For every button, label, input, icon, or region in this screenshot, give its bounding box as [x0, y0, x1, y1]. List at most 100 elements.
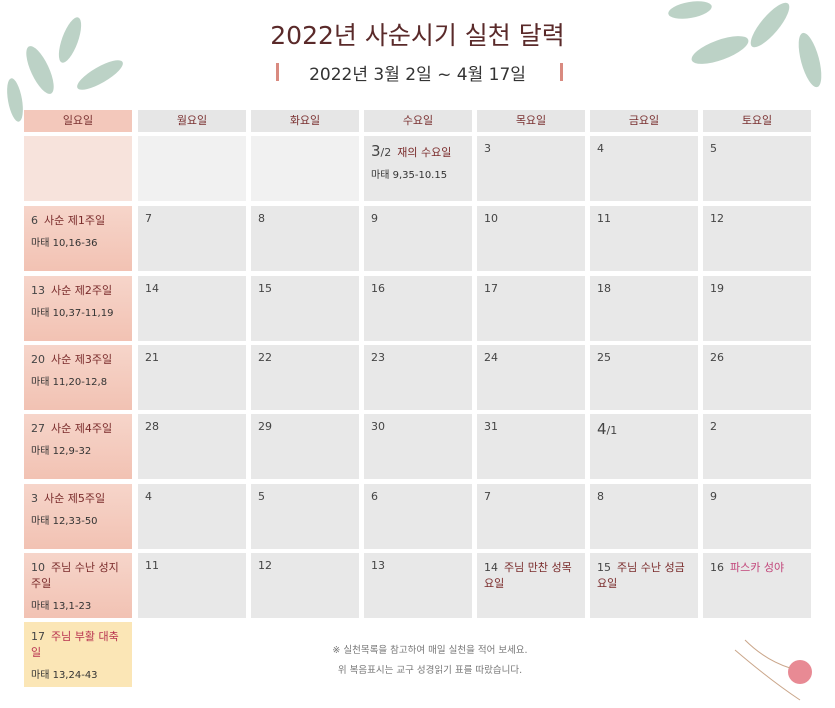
- day-cell: [24, 136, 132, 201]
- day-number: 4: [597, 142, 604, 155]
- day-note: 재의 수요일: [397, 146, 452, 159]
- day-number: 27: [31, 422, 45, 435]
- divider: [560, 63, 563, 81]
- reading: 마태 12,9-32: [31, 446, 92, 457]
- weekday: 일요일: [24, 110, 132, 132]
- day-cell: 7: [138, 206, 246, 271]
- day-note: 주님 부활 대축일: [31, 630, 119, 659]
- day-cell: 6: [364, 484, 472, 549]
- day-number: 12: [710, 212, 724, 225]
- day-note: 사순 제4주일: [51, 422, 113, 435]
- day-note: 주님 수난 성지 주일: [31, 561, 119, 590]
- day-number: 9: [371, 212, 378, 225]
- weekday: 월요일: [138, 110, 246, 132]
- day-number: 19: [710, 282, 724, 295]
- reading: 마태 12,33-50: [31, 516, 98, 527]
- day-cell: 17 주님 부활 대축일 마태 13,24-43: [24, 622, 132, 687]
- weekday: 수요일: [364, 110, 472, 132]
- day-number: 4: [145, 490, 152, 503]
- day-number: 11: [145, 559, 159, 572]
- day-number: 6: [371, 490, 378, 503]
- day-cell: 30: [364, 414, 472, 479]
- day-cell: 18: [590, 276, 698, 341]
- day-number: 5: [258, 490, 265, 503]
- day-number: 8: [258, 212, 265, 225]
- reading: 마태 11,20-12,8: [31, 377, 108, 388]
- day-cell: 24: [477, 345, 585, 410]
- reading: 마태 13,1-23: [31, 601, 92, 612]
- day-number: 29: [258, 420, 272, 433]
- weekday: 토요일: [703, 110, 811, 132]
- day-number: 12: [258, 559, 272, 572]
- footer-note: 위 복음표시는 교구 성경읽기 표를 따랐습니다.: [337, 665, 523, 676]
- day-number: 26: [710, 351, 724, 364]
- day-cell: 12: [703, 206, 811, 271]
- day-number: 20: [31, 353, 45, 366]
- day-cell: 17: [477, 276, 585, 341]
- day-number: 10: [31, 561, 45, 574]
- day-number: 30: [371, 420, 385, 433]
- day-note: 사순 제5주일: [44, 492, 106, 505]
- day-number: 14: [145, 282, 159, 295]
- day-cell: 16: [364, 276, 472, 341]
- reading: 마태 9,35-10.15: [371, 170, 448, 181]
- day-number: 31: [484, 420, 498, 433]
- footer-note: ※ 실천목록을 참고하여 매일 실천을 적어 보세요.: [332, 645, 528, 656]
- day-note: 주님 수난 성금요일: [597, 561, 685, 590]
- day-cell: 16 파스카 성야: [703, 553, 811, 618]
- day-cell: 3/2 재의 수요일 마태 9,35-10.15: [364, 136, 472, 201]
- day-number: 16: [710, 561, 724, 574]
- day-cell: 7: [477, 484, 585, 549]
- day-cell: [138, 136, 246, 201]
- day-number: 13: [371, 559, 385, 572]
- day-number: 16: [371, 282, 385, 295]
- day-cell: 11: [590, 206, 698, 271]
- day-suffix: /2: [380, 146, 392, 159]
- day-cell: 21: [138, 345, 246, 410]
- day-cell: 11: [138, 553, 246, 618]
- day-cell: 15: [251, 276, 359, 341]
- day-number: 21: [145, 351, 159, 364]
- day-number: 3: [484, 142, 491, 155]
- day-number: 11: [597, 212, 611, 225]
- day-cell: 15 주님 수난 성금요일: [590, 553, 698, 618]
- day-cell: 8: [251, 206, 359, 271]
- day-cell: 6 사순 제1주일 마태 10,16-36: [24, 206, 132, 271]
- day-cell: 26: [703, 345, 811, 410]
- day-number: 24: [484, 351, 498, 364]
- day-cell: 25: [590, 345, 698, 410]
- day-number: 25: [597, 351, 611, 364]
- day-number: 7: [145, 212, 152, 225]
- day-number: 22: [258, 351, 272, 364]
- day-cell: 13: [364, 553, 472, 618]
- subtitle: 2022년 3월 2일 ~ 4월 17일: [309, 65, 526, 85]
- day-number: 10: [484, 212, 498, 225]
- title: 2022년 사순시기 실천 달력: [270, 21, 565, 50]
- day-cell: 4/1: [590, 414, 698, 479]
- day-cell: 8: [590, 484, 698, 549]
- day-number: 3: [31, 492, 38, 505]
- day-cell: 9: [364, 206, 472, 271]
- day-cell: 2: [703, 414, 811, 479]
- reading: 마태 10,37-11,19: [31, 308, 114, 319]
- day-cell: 14 주님 만찬 성목요일: [477, 553, 585, 618]
- day-cell: 3: [477, 136, 585, 201]
- day-number: 28: [145, 420, 159, 433]
- weekday: 금요일: [590, 110, 698, 132]
- day-number: 7: [484, 490, 491, 503]
- day-cell: 28: [138, 414, 246, 479]
- day-cell: 19: [703, 276, 811, 341]
- day-cell: 10: [477, 206, 585, 271]
- day-number: 18: [597, 282, 611, 295]
- day-note: 사순 제3주일: [51, 353, 113, 366]
- day-number: 17: [31, 630, 45, 643]
- weekday: 화요일: [251, 110, 359, 132]
- day-note: 파스카 성야: [730, 561, 785, 574]
- day-number: 4: [597, 420, 607, 438]
- day-cell: 29: [251, 414, 359, 479]
